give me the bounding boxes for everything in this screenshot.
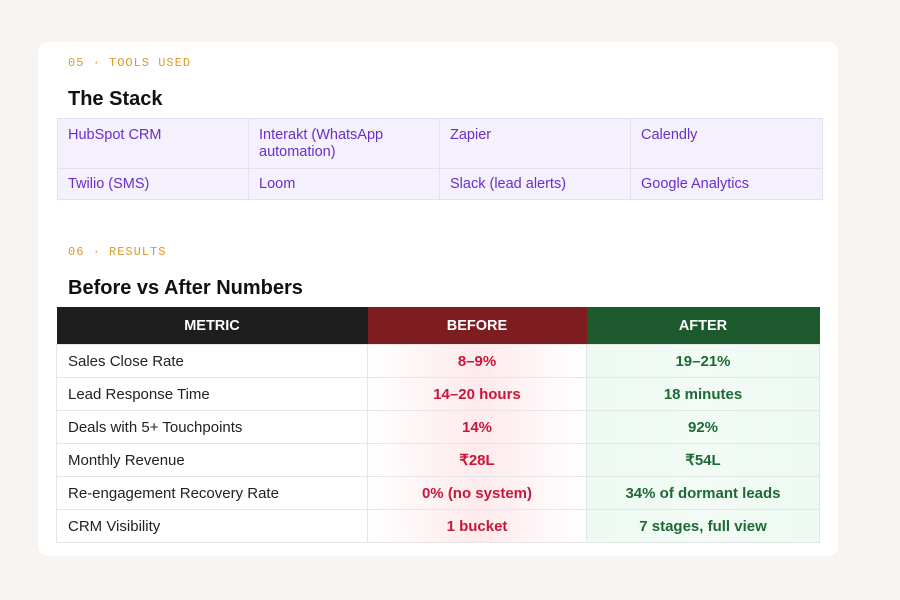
table-row: Deals with 5+ Touchpoints 14% 92% <box>56 410 820 444</box>
table-cell: 8–9% <box>367 344 587 378</box>
table-cell: 19–21% <box>586 344 820 378</box>
column-header: AFTER <box>586 307 820 345</box>
column-header: BEFORE <box>367 307 587 345</box>
section-label: 05 · TOOLS USED <box>68 56 192 70</box>
section-title: The Stack <box>68 88 163 110</box>
table-cell: 14–20 hours <box>367 377 587 411</box>
table-cell: Sales Close Rate <box>56 344 368 378</box>
table-cell: 7 stages, full view <box>586 509 820 543</box>
table-cell: Re-engagement Recovery Rate <box>56 476 368 510</box>
table-cell: 1 bucket <box>367 509 587 543</box>
tool-item: Slack (lead alerts) <box>440 169 631 199</box>
tool-item: Zapier <box>440 119 631 169</box>
table-row: CRM Visibility 1 bucket 7 stages, full vie… <box>56 509 820 543</box>
table-row: Lead Response Time 14–20 hours 18 minutes <box>56 377 820 411</box>
tool-item: HubSpot CRM <box>58 119 249 169</box>
table-cell: CRM Visibility <box>56 509 368 543</box>
tool-item: Interakt (WhatsApp automation) <box>249 119 440 169</box>
table-cell: Monthly Revenue <box>56 443 368 477</box>
tool-item: Google Analytics <box>641 176 750 192</box>
table-cell: Lead Response Time <box>56 377 368 411</box>
table-cell: 18 minutes <box>586 377 820 411</box>
table-cell: 34% of dormant leads <box>586 476 820 510</box>
card: 05 · TOOLS USED The Stack HubSpot CRM Int… <box>38 42 838 556</box>
table-row: Re-engagement Recovery Rate 0% (no system… <box>56 476 820 510</box>
tool-item: Twilio (SMS) <box>58 169 249 199</box>
table-cell: Deals with 5+ Touchpoints <box>56 410 368 444</box>
tools-grid: HubSpot CRM Interakt (WhatsApp automation… <box>57 118 823 200</box>
table-row: Monthly Revenue ₹28L ₹54L <box>56 443 820 477</box>
table-cell: 92% <box>586 410 820 444</box>
column-header: METRIC <box>56 307 368 345</box>
section-label: 06 · RESULTS <box>68 245 167 259</box>
section-title: Before vs After Numbers <box>68 277 303 299</box>
table-cell: 0% (no system) <box>367 476 587 510</box>
table-cell: ₹54L <box>586 443 820 477</box>
results-table: METRIC BEFORE AFTER Sales Close Rate 8–9% 19–… <box>56 307 820 543</box>
tool-item: Calendly <box>631 119 822 169</box>
tool-item: Loom <box>249 169 440 199</box>
table-cell: ₹28L <box>367 443 587 477</box>
table-cell: 14% <box>367 410 587 444</box>
table-row: Sales Close Rate 8–9% 19–21% <box>56 344 820 378</box>
